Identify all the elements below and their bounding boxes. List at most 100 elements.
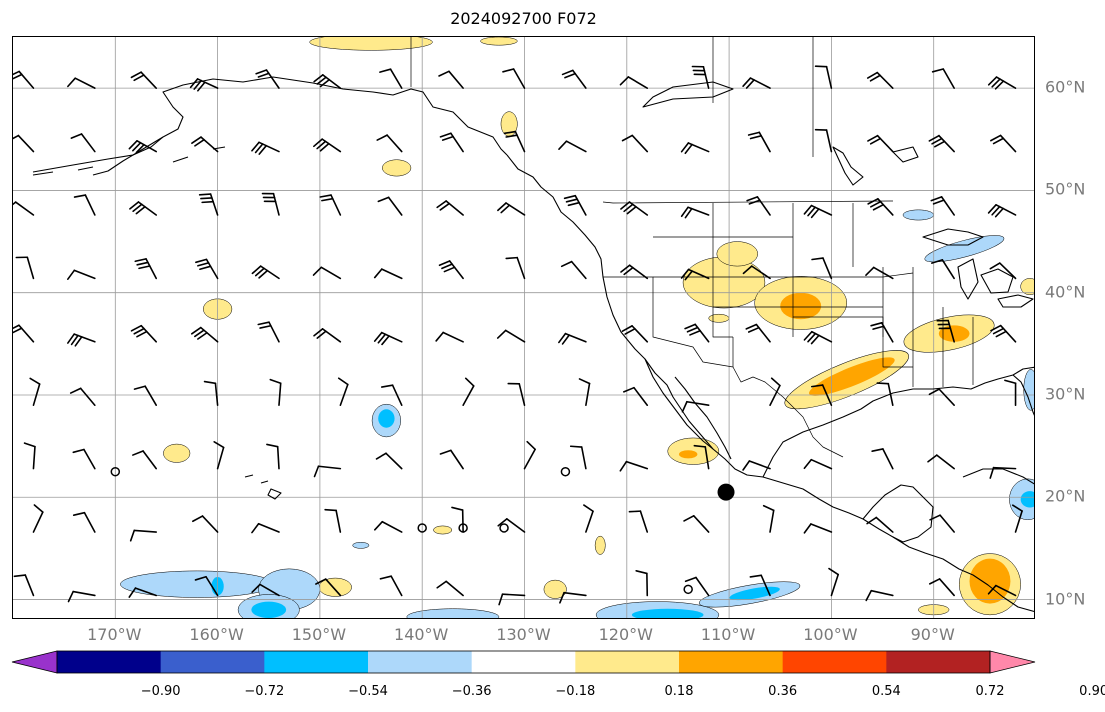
lat-label: 30°N bbox=[1045, 384, 1086, 404]
colorbar-bin bbox=[782, 651, 887, 673]
lon-label: 130°W bbox=[496, 625, 551, 644]
wind-barb bbox=[928, 578, 955, 597]
wind-barb bbox=[319, 194, 342, 216]
west-coast bbox=[506, 154, 1034, 613]
wind-barb bbox=[987, 204, 1017, 218]
wind-barb bbox=[130, 71, 158, 89]
wind-barb bbox=[583, 504, 594, 533]
wind-barb bbox=[936, 319, 955, 343]
colorbar-bin bbox=[57, 651, 162, 673]
wind-barb bbox=[67, 333, 96, 347]
wind-barb bbox=[569, 445, 587, 470]
field-positive-4 bbox=[433, 525, 453, 535]
colorbar-extend-high bbox=[989, 650, 1036, 674]
wind-barb bbox=[190, 326, 219, 343]
wind-barb bbox=[189, 78, 219, 92]
field-positive-8 bbox=[678, 450, 698, 459]
wind-barb bbox=[987, 76, 1017, 90]
calm-wind-marker bbox=[110, 466, 121, 477]
wind-barb bbox=[133, 385, 158, 407]
wind-barb bbox=[67, 77, 96, 89]
wind-barb bbox=[337, 377, 349, 407]
field-positive-18 bbox=[1020, 278, 1034, 295]
wind-barb bbox=[810, 384, 833, 407]
wind-barb bbox=[867, 197, 894, 216]
wind-barb bbox=[251, 265, 280, 280]
wind-barb bbox=[498, 593, 526, 606]
wind-barb bbox=[195, 258, 219, 280]
lon-label: 140°W bbox=[394, 625, 449, 644]
wind-barb bbox=[203, 380, 219, 407]
wind-barb bbox=[128, 140, 158, 154]
wind-barb bbox=[261, 192, 280, 216]
wind-barb bbox=[990, 324, 1017, 343]
wind-barb bbox=[438, 260, 464, 280]
wind-barb bbox=[13, 324, 35, 343]
wind-barb bbox=[870, 321, 894, 343]
colorbar-tick-label: 0.72 bbox=[975, 684, 1005, 699]
wind-barb bbox=[13, 134, 35, 153]
wind-barb bbox=[439, 449, 464, 470]
field-positive-20 bbox=[969, 558, 1011, 604]
field-positive-5 bbox=[543, 579, 567, 599]
lon-label: 90°W bbox=[910, 625, 955, 644]
hawaii-islands bbox=[244, 474, 282, 500]
lat-label: 50°N bbox=[1045, 179, 1086, 199]
wind-barb bbox=[769, 377, 781, 407]
wind-barb bbox=[462, 377, 475, 407]
colorbar-tick-label: 0.18 bbox=[664, 684, 694, 699]
wind-barb bbox=[680, 206, 710, 219]
wind-barb bbox=[32, 504, 44, 533]
wind-barb bbox=[497, 518, 526, 533]
wind-barb bbox=[374, 520, 403, 533]
wind-barb bbox=[377, 196, 403, 216]
field-positive-10 bbox=[682, 256, 766, 309]
wind-barb bbox=[313, 465, 342, 478]
alaska-peninsula bbox=[92, 136, 164, 176]
cuba bbox=[962, 468, 1034, 485]
wind-barb bbox=[380, 384, 403, 407]
field-negative-32 bbox=[352, 542, 370, 549]
wind-barb bbox=[13, 70, 35, 89]
wind-barb bbox=[931, 68, 955, 89]
florida bbox=[1012, 374, 1034, 416]
wind-barb bbox=[828, 567, 840, 597]
wind-barb bbox=[684, 323, 710, 343]
lat-label: 60°N bbox=[1045, 77, 1086, 97]
field-positive-15 bbox=[809, 357, 895, 396]
wind-barb bbox=[503, 130, 526, 153]
wind-barb bbox=[436, 200, 464, 216]
colorbar-bin bbox=[368, 651, 473, 673]
wind-barb bbox=[691, 65, 710, 89]
wind-barb bbox=[746, 196, 771, 216]
wind-barb bbox=[865, 266, 894, 280]
colorbar-tick-label: 0.36 bbox=[768, 684, 798, 699]
wind-barb bbox=[436, 580, 464, 597]
baja-california bbox=[644, 358, 732, 460]
wind-barb bbox=[742, 77, 771, 89]
colorbar-bin bbox=[264, 651, 369, 673]
lon-label: 120°W bbox=[598, 625, 653, 644]
wind-barb bbox=[251, 141, 280, 155]
colorbar-tick-label: −0.72 bbox=[244, 684, 285, 699]
wind-barb bbox=[560, 260, 587, 280]
wind-barb bbox=[497, 202, 526, 216]
calm-wind-marker bbox=[499, 523, 509, 533]
wind-barb bbox=[1004, 379, 1017, 407]
wind-barb bbox=[129, 201, 158, 216]
wind-barb bbox=[762, 504, 775, 533]
location-dot bbox=[717, 483, 735, 501]
wind-barb bbox=[803, 204, 833, 219]
field-negative-42 bbox=[1023, 369, 1034, 411]
lat-label: 10°N bbox=[1045, 589, 1086, 609]
field-positive-6 bbox=[594, 535, 606, 555]
wind-barb bbox=[213, 441, 225, 470]
wind-barb bbox=[266, 443, 280, 470]
lat-label: 40°N bbox=[1045, 282, 1086, 302]
field-negative-27 bbox=[120, 570, 275, 598]
wind-barb bbox=[811, 257, 833, 280]
colorbar-tick-label: −0.18 bbox=[555, 684, 596, 699]
wind-barb bbox=[578, 378, 591, 407]
calm-wind-marker bbox=[560, 466, 571, 477]
wind-barb bbox=[871, 448, 894, 470]
